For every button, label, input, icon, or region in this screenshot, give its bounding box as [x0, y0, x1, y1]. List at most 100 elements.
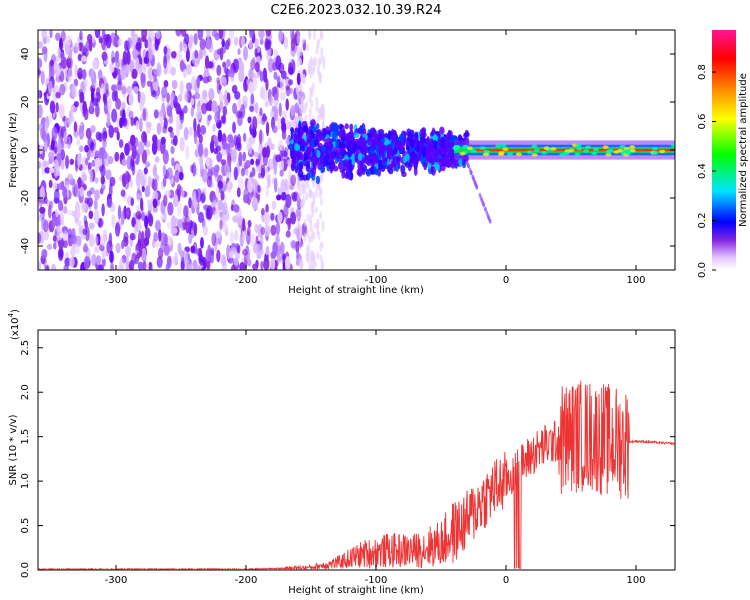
heatmap-cell [99, 165, 104, 172]
heatmap-cell [425, 153, 431, 161]
y-tick-label: 2.5 [20, 340, 31, 356]
heatmap-cell [69, 256, 75, 268]
heatmap-cell [73, 100, 79, 108]
heatmap-cell [335, 140, 340, 149]
carrier-blob [659, 149, 666, 154]
heatmap-cell [301, 197, 305, 210]
heatmap-cell [179, 137, 185, 152]
heatmap-cell [481, 200, 485, 205]
heatmap-cell [313, 30, 317, 41]
heatmap-cell [280, 179, 287, 193]
heatmap-cell [241, 36, 246, 47]
heatmap-cell [212, 199, 217, 208]
heatmap-cell [273, 177, 278, 193]
heatmap-cell [101, 37, 106, 51]
heatmap-cell [357, 140, 362, 147]
heatmap-cell [87, 162, 92, 170]
heatmap-cell [220, 115, 226, 124]
heatmap-cell [127, 37, 133, 49]
heatmap-cell [357, 152, 363, 161]
heatmap-cell [79, 30, 83, 41]
heatmap-cell [100, 83, 105, 96]
heatmap-cell [197, 30, 204, 41]
heatmap-cell [152, 206, 158, 213]
heatmap-cell [298, 190, 302, 197]
heatmap-cell [76, 138, 80, 146]
heatmap-cell [219, 47, 224, 61]
heatmap-cell [51, 126, 58, 141]
heatmap-cell [231, 147, 238, 163]
heatmap-cell [338, 129, 344, 139]
heatmap-cell [67, 173, 74, 184]
heatmap-cell [141, 185, 145, 193]
heatmap-cell [137, 141, 145, 155]
carrier-blob [574, 152, 581, 157]
heatmap-cell [163, 117, 168, 130]
heatmap-cell [232, 102, 238, 115]
heatmap-cell [232, 215, 239, 223]
heatmap-cell [217, 129, 223, 143]
heatmap-cell [45, 264, 50, 270]
heatmap-cell [199, 38, 206, 50]
heatmap-cell [163, 80, 169, 88]
heatmap-cell [275, 220, 281, 236]
heatmap-cell [141, 149, 148, 164]
carrier-blob [453, 144, 460, 149]
y-tick-label: 2.0 [20, 384, 31, 400]
heatmap-cell [278, 30, 284, 42]
heatmap-cell [196, 106, 202, 120]
heatmap-cell [405, 145, 410, 152]
heatmap-cell [38, 89, 41, 99]
heatmap-cell [188, 233, 193, 244]
heatmap-cell [299, 227, 303, 235]
heatmap-cell [95, 131, 101, 141]
heatmap-cell [320, 156, 325, 165]
heatmap-cell [348, 135, 354, 142]
heatmap-cell [247, 219, 252, 228]
heatmap-cell [233, 36, 239, 46]
x-tick-label: -100 [365, 275, 388, 286]
heatmap-cell [242, 46, 248, 61]
heatmap-cell [488, 219, 492, 224]
heatmap-cell [316, 133, 322, 142]
heatmap-cell [121, 173, 127, 188]
heatmap-cell [406, 128, 412, 137]
heatmap-cell [319, 197, 323, 206]
heatmap-cell [48, 113, 53, 125]
heatmap-cell [118, 139, 124, 148]
heatmap-cell [153, 231, 159, 242]
heatmap-cell [108, 124, 114, 139]
heatmap-cell [44, 120, 48, 134]
heatmap-cell [176, 51, 183, 63]
heatmap-cell [234, 91, 241, 100]
heatmap-cell [111, 56, 116, 64]
heatmap-cell [265, 30, 272, 37]
heatmap-cell [275, 55, 282, 71]
heatmap-cell [135, 210, 142, 220]
heatmap-cell [267, 58, 275, 73]
heatmap-cell [86, 197, 94, 208]
heatmap-cell [246, 78, 250, 86]
heatmap-cell [242, 248, 249, 256]
heatmap-cell [119, 258, 125, 269]
heatmap-cell [232, 121, 236, 134]
heatmap-cell [83, 243, 88, 253]
heatmap-cell [306, 252, 310, 265]
heatmap-cell [250, 233, 256, 247]
heatmap-cell [299, 145, 306, 152]
heatmap-cell [252, 128, 257, 138]
heatmap-cell [430, 165, 435, 174]
heatmap-cell [320, 46, 324, 58]
heatmap-cell [222, 105, 228, 117]
heatmap-cell [313, 222, 317, 229]
heatmap-cell [39, 186, 45, 200]
heatmap-cell [308, 30, 312, 41]
heatmap-cell [143, 167, 148, 175]
heatmap-cell [58, 248, 64, 259]
heatmap-cell [141, 131, 147, 143]
carrier-blob [607, 148, 614, 153]
heatmap-cell [307, 60, 311, 73]
heatmap-cell [131, 144, 137, 160]
heatmap-cell [290, 240, 297, 249]
heatmap-cell [246, 226, 251, 237]
